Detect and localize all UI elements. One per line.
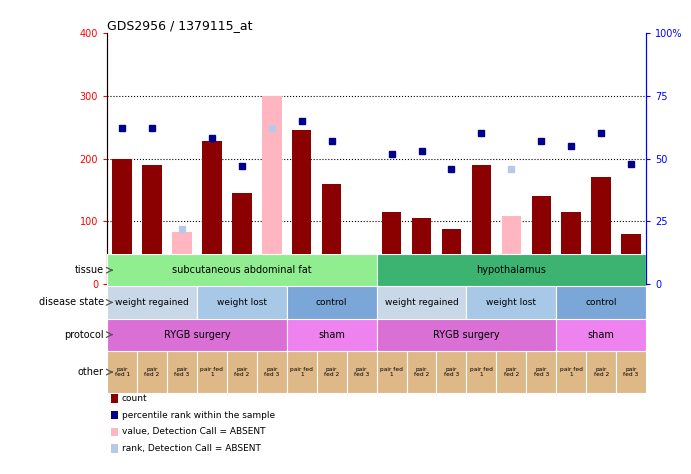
- Bar: [556, 286, 646, 319]
- Text: pair fed
1: pair fed 1: [380, 367, 403, 377]
- Bar: [406, 351, 437, 393]
- Bar: [202, 141, 222, 284]
- Text: pair fed
1: pair fed 1: [470, 367, 493, 377]
- Bar: [197, 286, 287, 319]
- Bar: [412, 218, 431, 284]
- Bar: [107, 254, 377, 286]
- Bar: [556, 319, 646, 351]
- Bar: [377, 286, 466, 319]
- Bar: [113, 158, 132, 284]
- Bar: [562, 212, 581, 284]
- Bar: [111, 428, 118, 436]
- Bar: [621, 234, 641, 284]
- Text: weight regained: weight regained: [385, 298, 458, 307]
- Bar: [377, 319, 556, 351]
- Bar: [111, 444, 118, 453]
- Bar: [111, 411, 118, 419]
- Text: weight regained: weight regained: [115, 298, 189, 307]
- Text: weight lost: weight lost: [217, 298, 267, 307]
- Bar: [496, 351, 527, 393]
- Text: tissue: tissue: [75, 265, 104, 275]
- Bar: [287, 286, 377, 319]
- Bar: [262, 96, 281, 284]
- Bar: [137, 351, 167, 393]
- Bar: [466, 351, 496, 393]
- Bar: [227, 351, 257, 393]
- Text: control: control: [316, 298, 348, 307]
- Bar: [197, 351, 227, 393]
- Text: GDS2956 / 1379115_at: GDS2956 / 1379115_at: [107, 19, 253, 32]
- Text: pair
fed 3: pair fed 3: [354, 367, 369, 377]
- Bar: [232, 193, 252, 284]
- Text: protocol: protocol: [64, 329, 104, 340]
- Text: other: other: [77, 367, 104, 377]
- Text: subcutaneous abdominal fat: subcutaneous abdominal fat: [172, 265, 312, 275]
- Text: weight lost: weight lost: [486, 298, 536, 307]
- Text: pair
fed 3: pair fed 3: [174, 367, 189, 377]
- Text: pair
fed 2: pair fed 2: [324, 367, 339, 377]
- Text: RYGB surgery: RYGB surgery: [433, 329, 500, 340]
- Bar: [382, 212, 401, 284]
- Bar: [442, 229, 461, 284]
- Text: pair
fed 3: pair fed 3: [533, 367, 549, 377]
- Bar: [347, 351, 377, 393]
- Bar: [111, 394, 118, 403]
- Bar: [257, 351, 287, 393]
- Bar: [287, 319, 377, 351]
- Text: rank, Detection Call = ABSENT: rank, Detection Call = ABSENT: [122, 444, 261, 453]
- Bar: [107, 319, 287, 351]
- Bar: [107, 286, 197, 319]
- Bar: [527, 351, 556, 393]
- Text: disease state: disease state: [39, 297, 104, 308]
- Text: pair
fed 2: pair fed 2: [144, 367, 160, 377]
- Text: pair
fed 2: pair fed 2: [594, 367, 609, 377]
- Bar: [142, 165, 162, 284]
- Text: pair
fed 2: pair fed 2: [414, 367, 429, 377]
- Text: pair
fed 3: pair fed 3: [444, 367, 459, 377]
- Bar: [377, 254, 646, 286]
- Bar: [287, 351, 316, 393]
- Bar: [556, 351, 586, 393]
- Bar: [591, 177, 611, 284]
- Text: count: count: [122, 394, 147, 403]
- Text: pair fed
1: pair fed 1: [560, 367, 583, 377]
- Bar: [167, 351, 197, 393]
- Text: pair
fed 2: pair fed 2: [504, 367, 519, 377]
- Text: pair fed
1: pair fed 1: [200, 367, 223, 377]
- Text: pair
fed 1: pair fed 1: [115, 367, 130, 377]
- Bar: [466, 286, 556, 319]
- Text: hypothalamus: hypothalamus: [476, 265, 547, 275]
- Bar: [437, 351, 466, 393]
- Bar: [172, 232, 191, 284]
- Bar: [377, 351, 406, 393]
- Text: control: control: [585, 298, 617, 307]
- Text: RYGB surgery: RYGB surgery: [164, 329, 230, 340]
- Bar: [586, 351, 616, 393]
- Bar: [292, 130, 312, 284]
- Text: pair
fed 3: pair fed 3: [264, 367, 279, 377]
- Text: sham: sham: [319, 329, 345, 340]
- Text: value, Detection Call = ABSENT: value, Detection Call = ABSENT: [122, 428, 265, 436]
- Bar: [502, 216, 521, 284]
- Bar: [531, 196, 551, 284]
- Bar: [322, 183, 341, 284]
- Text: percentile rank within the sample: percentile rank within the sample: [122, 411, 275, 419]
- Bar: [107, 351, 137, 393]
- Bar: [316, 351, 347, 393]
- Text: sham: sham: [588, 329, 614, 340]
- Bar: [616, 351, 646, 393]
- Text: pair fed
1: pair fed 1: [290, 367, 313, 377]
- Bar: [472, 165, 491, 284]
- Text: pair
fed 3: pair fed 3: [623, 367, 638, 377]
- Text: pair
fed 2: pair fed 2: [234, 367, 249, 377]
